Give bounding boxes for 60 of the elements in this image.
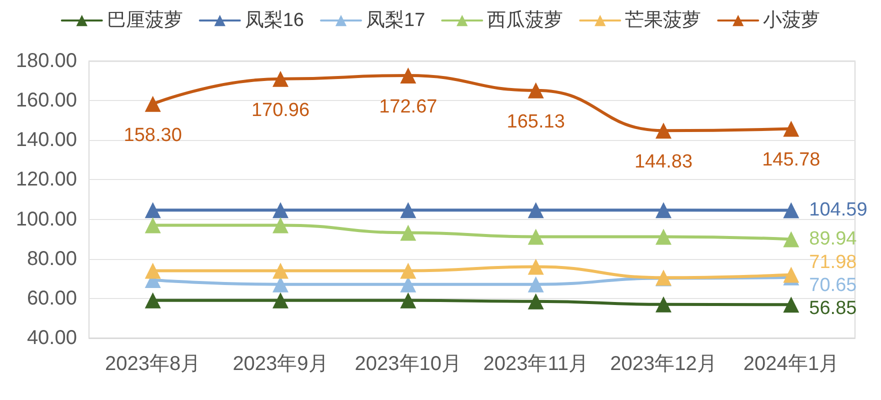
y-tick-label: 100.00 (16, 208, 77, 230)
data-label: 71.98 (809, 252, 857, 274)
point (144, 202, 161, 218)
x-tick-label: 2023年12月 (610, 353, 717, 375)
point (528, 202, 544, 218)
data-label: 70.65 (809, 275, 857, 296)
point (144, 292, 161, 308)
point (400, 202, 416, 218)
legend-label: 西瓜菠萝 (487, 10, 564, 31)
point (144, 262, 161, 279)
point (400, 262, 416, 279)
y-tick-label: 140.00 (16, 129, 77, 152)
legend-label: 凤梨17 (366, 10, 426, 31)
point (272, 202, 288, 218)
point (528, 258, 544, 275)
x-tick-label: 2023年11月 (483, 353, 588, 375)
legend-label: 芒果菠萝 (625, 10, 702, 31)
point (783, 296, 800, 313)
point (272, 70, 288, 87)
data-label: 144.83 (634, 152, 693, 173)
point (528, 293, 544, 310)
data-label: 104.59 (809, 200, 868, 221)
point (400, 68, 416, 84)
x-tick-label: 2023年10月 (354, 353, 462, 375)
data-label: 172.67 (379, 96, 438, 118)
point (783, 231, 800, 248)
point (272, 262, 288, 279)
point (528, 82, 544, 98)
data-label: 165.13 (506, 111, 565, 132)
legend-label: 凤梨16 (244, 10, 304, 31)
point (528, 228, 544, 245)
y-tick-label: 160.00 (16, 90, 77, 112)
point (783, 120, 800, 137)
data-label: 145.78 (762, 150, 820, 171)
x-tick-label: 2023年8月 (105, 353, 201, 375)
legend-label: 巴厘菠萝 (106, 10, 183, 31)
point (400, 224, 416, 241)
y-tick-label: 80.00 (26, 248, 77, 270)
point (656, 228, 672, 245)
y-tick-label: 120.00 (16, 168, 77, 191)
point (783, 202, 800, 218)
point (528, 276, 544, 292)
y-tick-label: 40.00 (26, 327, 77, 349)
point (656, 296, 672, 312)
legend-label: 小菠萝 (763, 10, 820, 31)
data-label: 56.85 (809, 298, 857, 320)
point (656, 122, 672, 139)
x-tick-label: 2023年9月 (232, 353, 328, 375)
y-tick-label: 180.00 (16, 50, 77, 72)
y-tick-label: 60.00 (26, 287, 77, 310)
point (656, 202, 672, 218)
point (400, 292, 416, 308)
point (272, 292, 288, 308)
point (144, 96, 161, 112)
point (272, 217, 288, 234)
data-label: 158.30 (124, 124, 182, 146)
x-tick-label: 2024年1月 (743, 353, 839, 375)
data-label: 89.94 (809, 228, 858, 250)
point (144, 217, 161, 234)
data-label: 170.96 (251, 100, 310, 121)
